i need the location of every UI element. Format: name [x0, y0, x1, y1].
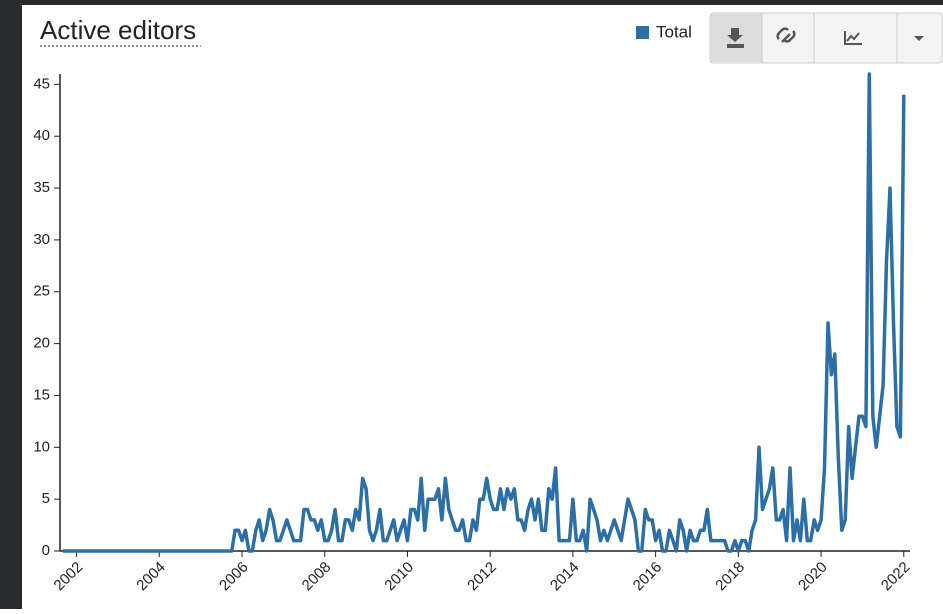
line [62, 72, 906, 553]
y-tick-label: 5 [42, 490, 50, 507]
y-tick-label: 15 [33, 386, 50, 403]
legend-label: Total [656, 22, 692, 41]
y-tick-label: 45 [33, 75, 50, 92]
y-tick-label: 35 [33, 179, 50, 196]
y-tick-label: 40 [33, 127, 50, 144]
y-tick-label: 30 [33, 231, 50, 248]
y-tick-label: 25 [33, 283, 50, 300]
y-tick-label: 0 [42, 542, 50, 559]
toolbar [709, 12, 943, 64]
link-button[interactable] [776, 27, 796, 43]
chart-type-button[interactable] [844, 31, 862, 45]
y-tick-label: 10 [33, 438, 50, 455]
y-tick-label: 20 [33, 335, 50, 352]
toolbar-bg [709, 12, 943, 64]
menu-button[interactable] [914, 36, 924, 41]
download-icon [727, 28, 744, 48]
chart-title: Active editors [40, 15, 196, 45]
legend-swatch [636, 26, 649, 39]
